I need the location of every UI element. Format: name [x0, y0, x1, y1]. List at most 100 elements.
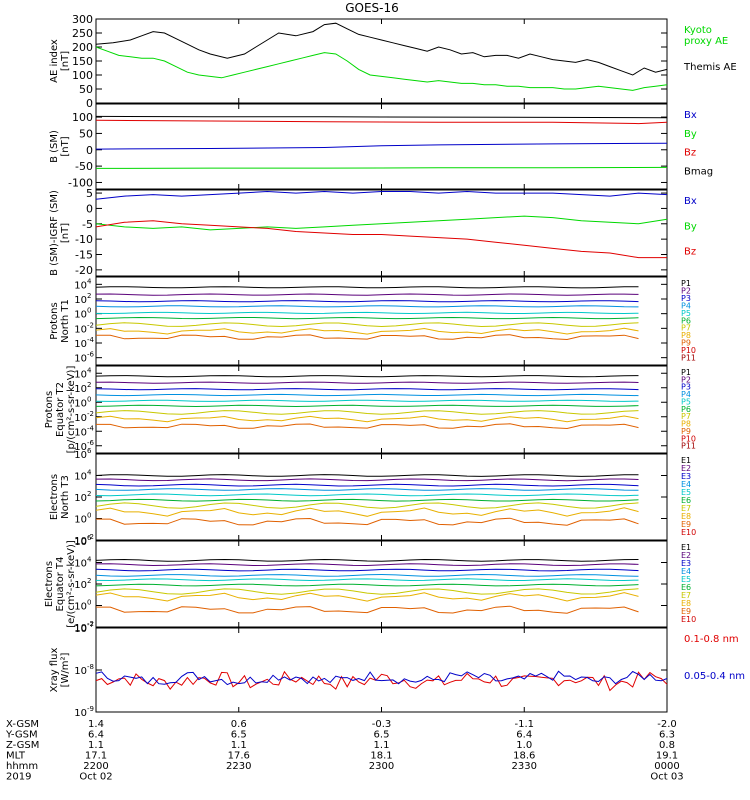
- electrons_t4-legend-E5: E5: [681, 575, 691, 584]
- b_sm-ytick-label-4: 100: [72, 111, 93, 124]
- xaxis-row-label-0: X-GSM: [6, 719, 39, 730]
- xaxis-row-label-4: hhmm: [6, 761, 38, 772]
- xray-series-0: [95, 670, 668, 692]
- electrons_t3-ytick-exp-0: -2: [87, 533, 94, 541]
- b_igrf-legend-1-0: By: [684, 221, 697, 232]
- electrons_t4-ylabel-2: [e/(cm²-s-sr-keV)]: [66, 540, 77, 628]
- protons_t2-legend-P3: P3: [681, 383, 691, 392]
- protons_t1-ytick-label-1: 10: [74, 339, 87, 350]
- xaxis-row-label-1: Y-GSM: [5, 730, 38, 741]
- protons_t1-ytick-exp-1: -4: [87, 336, 95, 344]
- electrons_t4-ytick-exp-2: 2: [87, 577, 91, 585]
- protons_t1-legend-P4: P4: [681, 301, 691, 310]
- protons_t1-ytick-label-0: 10: [74, 354, 87, 365]
- b_sm-ytick-label-2: 0: [86, 144, 93, 157]
- xaxis-value-1-1: 6.5: [231, 730, 247, 741]
- protons_t2-ytick-label-4: 10: [74, 384, 87, 395]
- b_sm-series-3: [95, 166, 668, 169]
- electrons_t3-channel-E2: [95, 478, 639, 482]
- xaxis-value-1-4: 6.3: [659, 730, 675, 741]
- b_sm-ylabel-0: B (SM): [49, 130, 60, 163]
- b_igrf-series-1: [95, 215, 668, 231]
- electrons_t3-ytick-label-0: 10: [74, 536, 87, 547]
- electrons_t4-channel-E1: [95, 558, 639, 562]
- protons_t1-ytick-label-4: 10: [74, 295, 87, 306]
- b_sm-series-2: [95, 142, 668, 150]
- xaxis-value-4-4: 0000: [654, 761, 679, 772]
- xray-series-1: [95, 670, 668, 686]
- electrons_t4-ytick-label-4: 10: [74, 537, 87, 548]
- electrons_t4-ytick-label-0: 10: [74, 623, 87, 634]
- xaxis-row-label-5: 2019: [6, 772, 31, 783]
- b_sm-ytick-label-3: 50: [79, 127, 93, 140]
- electrons_t4-ytick-label-3: 10: [74, 559, 87, 570]
- b_sm-ytick-label-1: -50: [75, 160, 93, 173]
- protons_t2-ytick-exp-1: -4: [87, 424, 95, 432]
- electrons_t4-legend-E4: E4: [681, 567, 691, 576]
- electrons_t3-legend-E7: E7: [681, 504, 691, 513]
- protons_t1-legend-P3: P3: [681, 294, 691, 303]
- panel-b_sm: -100 -50 0 50 100 B (SM) [nT] Bx By Bz Bmag: [49, 103, 713, 190]
- electrons_t3-legend-E8: E8: [681, 512, 691, 521]
- electrons_t3-ytick-label-1: 10: [74, 515, 87, 526]
- xaxis-value-1-0: 6.4: [88, 730, 104, 741]
- protons_t2-ytick-exp-3: 0: [87, 395, 91, 403]
- electrons_t3-ylabel-1: North T3: [60, 475, 71, 519]
- b_igrf-ylabel-0: B (SM)-IGRF (SM): [49, 190, 60, 276]
- xray-ytick-exp-0: -9: [87, 705, 94, 713]
- protons_t1-channel-P6: [95, 316, 639, 320]
- xray-frame: [95, 627, 668, 713]
- b_sm-legend-3-0: Bmag: [684, 166, 713, 177]
- b_igrf-series-2: [95, 220, 667, 259]
- b_sm-legend-0-0: Bx: [684, 110, 697, 121]
- electrons_t4-channel-E3: [95, 568, 639, 572]
- xaxis-value-1-3: 6.4: [516, 730, 532, 741]
- xaxis-value-3-4: 19.1: [656, 751, 678, 762]
- protons_t2-channel-P9: [96, 423, 639, 430]
- protons_t2-ytick-exp-0: -6: [87, 439, 95, 447]
- electrons_t4-ylabel-0: Electrons: [44, 561, 55, 607]
- b_igrf-ytick-label-2: -10: [75, 233, 93, 246]
- protons_t1-ytick-exp-2: -2: [87, 321, 94, 329]
- xaxis-value-5-0: Oct 02: [79, 772, 112, 783]
- protons_t2-channel-P6: [95, 404, 639, 408]
- electrons_t3-legend-E10: E10: [681, 528, 696, 537]
- electrons_t3-legend-E4: E4: [681, 480, 691, 489]
- protons_t2-ytick-label-3: 10: [74, 398, 87, 409]
- ae-ytick-label-6: 300: [72, 13, 93, 26]
- ae-ylabel-1: [nT]: [60, 51, 71, 71]
- electrons_t4-legend-E7: E7: [681, 591, 691, 600]
- protons_t1-ylabel-1: North T1: [60, 299, 71, 343]
- xaxis-value-0-2: -0.3: [372, 719, 392, 730]
- protons_t1-ytick-label-2: 10: [74, 324, 87, 335]
- protons_t2-legend-P1: P1: [681, 368, 691, 377]
- electrons_t3-ytick-exp-3: 4: [87, 469, 92, 477]
- electrons_t3-legend-E5: E5: [681, 488, 691, 497]
- electrons_t4-ytick-exp-4: 6: [87, 534, 92, 542]
- protons_t2-ytick-exp-2: -2: [87, 410, 94, 418]
- protons_t1-legend-P11: P11: [681, 354, 696, 363]
- protons_t1-legend-P9: P9: [681, 339, 691, 348]
- protons_t2-frame: [95, 365, 668, 454]
- xaxis-value-4-0: 2200: [83, 761, 108, 772]
- xaxis-value-0-3: -1.1: [514, 719, 534, 730]
- protons_t2-legend-P6: P6: [681, 405, 691, 414]
- protons_t2-legend-P11: P11: [681, 442, 696, 451]
- electrons_t4-legend-E2: E2: [681, 551, 691, 560]
- electrons_t3-ytick-exp-4: 6: [87, 447, 92, 455]
- protons_t1-ytick-exp-4: 2: [87, 292, 91, 300]
- protons_t2-channel-P5: [95, 399, 639, 402]
- protons_t1-channel-P3: [95, 300, 639, 303]
- xray-ytick-exp-1: -8: [87, 663, 94, 671]
- electrons_t3-channel-E8: [95, 507, 639, 517]
- xaxis-value-5-4: Oct 03: [650, 772, 683, 783]
- electrons_t3-legend-E9: E9: [681, 520, 691, 529]
- xray-legend-1-0: 0.05-0.4 nm: [684, 671, 745, 682]
- b_sm-legend-2-0: Bz: [684, 148, 696, 159]
- ae-series-1: [95, 46, 668, 91]
- protons_t1-legend-P2: P2: [681, 286, 691, 295]
- electrons_t3-ytick-exp-1: 0: [87, 512, 91, 520]
- electrons_t3-channel-E3: [95, 483, 639, 487]
